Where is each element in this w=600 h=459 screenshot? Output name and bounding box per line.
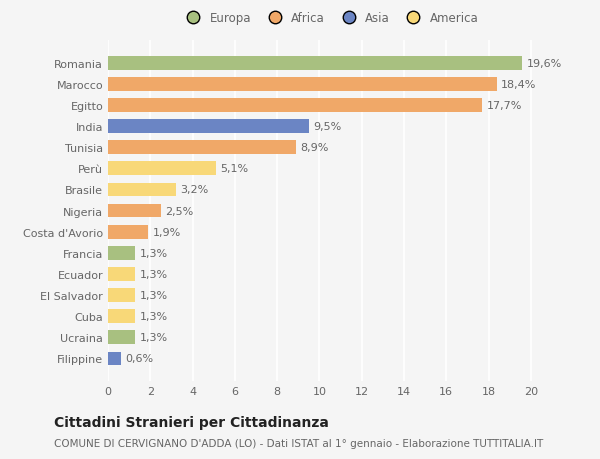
Bar	[108, 120, 309, 134]
Bar	[108, 57, 523, 70]
Bar	[108, 162, 216, 176]
Bar	[108, 204, 161, 218]
Bar	[108, 246, 136, 260]
Bar	[108, 331, 136, 344]
Text: 3,2%: 3,2%	[180, 185, 208, 195]
Text: 1,3%: 1,3%	[140, 312, 168, 321]
Text: Cittadini Stranieri per Cittadinanza: Cittadini Stranieri per Cittadinanza	[54, 415, 329, 429]
Text: 17,7%: 17,7%	[487, 101, 522, 111]
Text: 9,5%: 9,5%	[313, 122, 341, 132]
Bar	[108, 183, 176, 197]
Text: 1,3%: 1,3%	[140, 269, 168, 280]
Text: 18,4%: 18,4%	[501, 80, 536, 90]
Bar	[108, 225, 148, 239]
Bar	[108, 310, 136, 324]
Text: 8,9%: 8,9%	[301, 143, 329, 153]
Text: COMUNE DI CERVIGNANO D'ADDA (LO) - Dati ISTAT al 1° gennaio - Elaborazione TUTTI: COMUNE DI CERVIGNANO D'ADDA (LO) - Dati …	[54, 438, 543, 448]
Text: 1,3%: 1,3%	[140, 248, 168, 258]
Bar	[108, 78, 497, 91]
Bar	[108, 99, 482, 112]
Bar	[108, 352, 121, 365]
Text: 1,3%: 1,3%	[140, 291, 168, 301]
Text: 2,5%: 2,5%	[165, 206, 193, 216]
Text: 5,1%: 5,1%	[220, 164, 248, 174]
Text: 0,6%: 0,6%	[125, 354, 153, 364]
Bar	[108, 268, 136, 281]
Text: 1,9%: 1,9%	[152, 227, 181, 237]
Bar	[108, 289, 136, 302]
Bar	[108, 141, 296, 155]
Text: 1,3%: 1,3%	[140, 333, 168, 342]
Text: 19,6%: 19,6%	[527, 59, 562, 68]
Legend: Europa, Africa, Asia, America: Europa, Africa, Asia, America	[179, 10, 481, 28]
